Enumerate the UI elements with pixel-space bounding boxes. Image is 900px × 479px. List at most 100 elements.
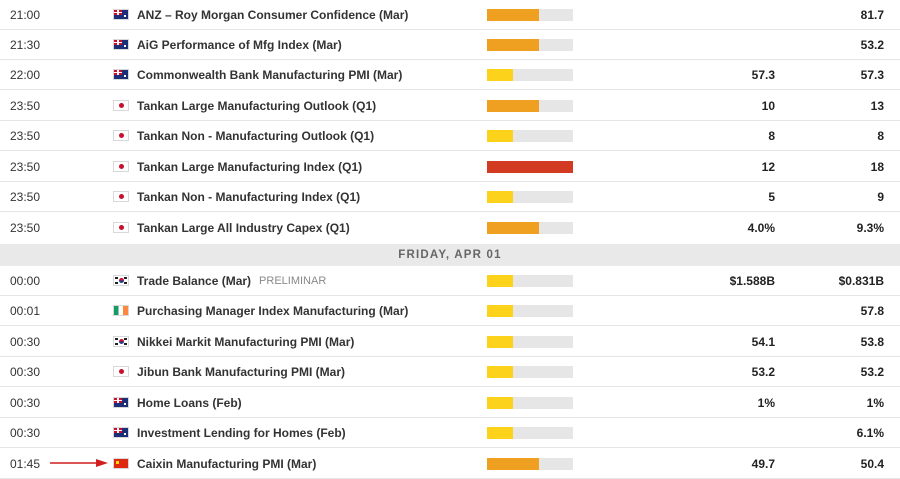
event-name-cell[interactable]: AiG Performance of Mfg Index (Mar) — [137, 30, 342, 59]
event-row[interactable]: 23:50 Tankan Large Manufacturing Index (Q… — [0, 152, 900, 182]
star-icon — [124, 75, 126, 77]
event-name[interactable]: Tankan Large Manufacturing Index (Q1) — [137, 159, 363, 174]
event-name[interactable]: Home Loans (Feb) — [137, 395, 242, 410]
star-icon — [124, 45, 126, 47]
event-name-cell[interactable]: ANZ – Roy Morgan Consumer Confidence (Ma… — [137, 0, 408, 29]
union-jack-canton — [114, 40, 122, 45]
event-name-cell[interactable]: Tankan Large Manufacturing Outlook (Q1) — [137, 91, 376, 120]
japan-flag-icon — [113, 130, 129, 141]
previous-value: 18 — [870, 159, 884, 174]
event-name[interactable]: Tankan Non - Manufacturing Index (Q1) — [137, 189, 361, 204]
impact-bar — [487, 397, 573, 409]
previous-value: 9.3% — [856, 221, 884, 235]
event-name-cell[interactable]: Tankan Non - Manufacturing Outlook (Q1) — [137, 121, 374, 150]
australia-flag-icon — [113, 9, 129, 20]
impact-bar-fill — [487, 458, 539, 470]
event-row[interactable]: 00:01 Purchasing Manager Index Manufactur… — [0, 296, 900, 326]
impact-bar-fill — [487, 161, 573, 173]
event-name[interactable]: Trade Balance (Mar) — [137, 273, 252, 288]
impact-bar — [487, 9, 573, 21]
event-name[interactable]: Nikkei Markit Manufacturing PMI (Mar) — [137, 334, 355, 349]
event-time: 00:30 — [10, 364, 41, 379]
event-time: 21:00 — [10, 7, 41, 22]
event-time: 01:45 — [10, 456, 41, 471]
event-row[interactable]: 21:00 ANZ – Roy Morgan Consumer Confidenc… — [0, 0, 900, 30]
event-name-cell[interactable]: Jibun Bank Manufacturing PMI (Mar) — [137, 357, 345, 386]
china-flag-icon — [113, 458, 129, 469]
impact-bar-fill — [487, 275, 513, 287]
event-row[interactable]: 22:00 Commonwealth Bank Manufacturing PMI… — [0, 60, 900, 90]
taegeuk-disc — [119, 339, 124, 344]
event-row[interactable]: 00:30 Investment Lending for Homes (Feb) 6… — [0, 418, 900, 448]
impact-bar-fill — [487, 222, 539, 234]
actual-value — [680, 418, 775, 447]
event-name[interactable]: Investment Lending for Homes (Feb) — [137, 425, 346, 440]
previous-value: 13 — [870, 98, 884, 113]
event-name-cell[interactable]: Tankan Large All Industry Capex (Q1) — [137, 213, 350, 243]
impact-bar — [487, 305, 573, 317]
union-jack-canton — [114, 10, 122, 15]
australia-flag-icon — [113, 397, 129, 408]
red-disc — [119, 103, 124, 108]
impact-bar — [487, 39, 573, 51]
impact-bar — [487, 69, 573, 81]
event-name[interactable]: Commonwealth Bank Manufacturing PMI (Mar… — [137, 67, 403, 82]
event-row[interactable]: 23:50 Tankan Non - Manufacturing Outlook … — [0, 121, 900, 151]
impact-bar — [487, 366, 573, 378]
event-name-cell[interactable]: Investment Lending for Homes (Feb) — [137, 418, 346, 447]
event-name[interactable]: ANZ – Roy Morgan Consumer Confidence (Ma… — [137, 7, 409, 22]
impact-bar-fill — [487, 305, 513, 317]
event-name[interactable]: AiG Performance of Mfg Index (Mar) — [137, 37, 342, 52]
event-time: 23:50 — [10, 128, 41, 143]
event-name-cell[interactable]: Tankan Non - Manufacturing Index (Q1) — [137, 182, 360, 211]
japan-flag-icon — [113, 100, 129, 111]
event-time: 23:50 — [10, 98, 41, 113]
taegeuk-disc — [119, 278, 124, 283]
event-name[interactable]: Caixin Manufacturing PMI (Mar) — [137, 456, 317, 471]
event-time: 21:30 — [10, 37, 41, 52]
actual-value: 1% — [757, 395, 775, 410]
event-row[interactable]: 00:30 Nikkei Markit Manufacturing PMI (Ma… — [0, 327, 900, 357]
red-disc — [119, 194, 124, 199]
australia-flag-icon — [113, 69, 129, 80]
previous-value: 50.4 — [860, 456, 884, 471]
actual-value: 8 — [768, 128, 775, 143]
impact-bar-fill — [487, 397, 513, 409]
event-name-cell[interactable]: Caixin Manufacturing PMI (Mar) — [137, 449, 316, 478]
previous-value: 53.2 — [860, 37, 884, 52]
japan-flag-icon — [113, 366, 129, 377]
event-time: 00:30 — [10, 425, 41, 440]
impact-bar — [487, 275, 573, 287]
event-name-cell[interactable]: Nikkei Markit Manufacturing PMI (Mar) — [137, 327, 354, 356]
event-name[interactable]: Tankan Large Manufacturing Outlook (Q1) — [137, 98, 377, 113]
event-row[interactable]: 23:50 Tankan Large Manufacturing Outlook … — [0, 91, 900, 121]
previous-value: 1% — [866, 395, 884, 410]
event-row[interactable]: 23:50 Tankan Large All Industry Capex (Q1… — [0, 213, 900, 243]
actual-value: 12 — [761, 159, 775, 174]
event-name-cell[interactable]: Commonwealth Bank Manufacturing PMI (Mar… — [137, 60, 402, 89]
actual-value: 54.1 — [751, 334, 775, 349]
event-name[interactable]: Purchasing Manager Index Manufacturing (… — [137, 303, 409, 318]
actual-value: 4.0% — [747, 221, 775, 235]
event-name-cell[interactable]: Home Loans (Feb) — [137, 388, 242, 417]
event-name[interactable]: Jibun Bank Manufacturing PMI (Mar) — [137, 364, 346, 379]
event-row[interactable]: 00:00 Trade Balance (Mar) PRELIMINAR $1.588… — [0, 266, 900, 296]
event-name[interactable]: Tankan Large All Industry Capex (Q1) — [137, 221, 350, 235]
event-row[interactable]: 23:50 Tankan Non - Manufacturing Index (Q… — [0, 182, 900, 212]
impact-bar — [487, 336, 573, 348]
actual-value: 57.3 — [751, 67, 775, 82]
star-icon — [124, 15, 126, 17]
event-row[interactable]: 01:45 Caixin Manufacturing PMI (Mar) 49.7 5… — [0, 449, 900, 479]
event-name-cell[interactable]: Purchasing Manager Index Manufacturing (… — [137, 296, 408, 325]
event-name[interactable]: Tankan Non - Manufacturing Outlook (Q1) — [137, 128, 375, 143]
event-name-cell[interactable]: Tankan Large Manufacturing Index (Q1) — [137, 152, 362, 181]
red-disc — [119, 225, 124, 230]
event-name-cell[interactable]: Trade Balance (Mar) PRELIMINAR — [137, 266, 326, 295]
event-row[interactable]: 00:30 Jibun Bank Manufacturing PMI (Mar) 5… — [0, 357, 900, 387]
event-row[interactable]: 00:30 Home Loans (Feb) 1% 1% — [0, 388, 900, 418]
event-row[interactable]: 21:30 AiG Performance of Mfg Index (Mar) 5… — [0, 30, 900, 60]
previous-value: 57.3 — [860, 67, 884, 82]
actual-value — [680, 30, 775, 59]
actual-value: 49.7 — [751, 456, 775, 471]
